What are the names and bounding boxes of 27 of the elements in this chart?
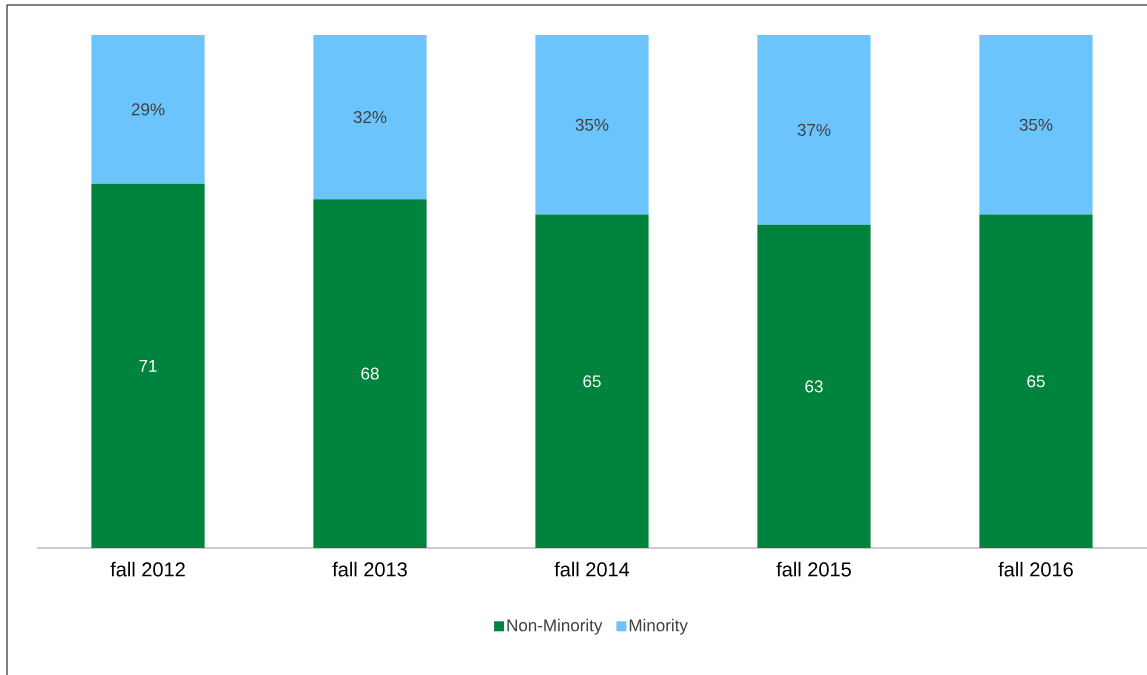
bar — [535, 214, 649, 548]
x-tick-label: fall 2013 — [332, 561, 407, 577]
bar — [313, 199, 427, 548]
x-tick-label: fall 2015 — [776, 561, 851, 577]
data-label: 63 — [805, 380, 823, 393]
bar — [91, 34, 205, 184]
data-label: 68 — [361, 367, 379, 380]
bar — [313, 34, 427, 200]
data-label: 37% — [797, 123, 831, 136]
x-tick-label: fall 2016 — [998, 561, 1073, 577]
data-label: 65 — [583, 375, 601, 388]
legend-label: Non-Minority — [507, 618, 603, 635]
bar — [979, 34, 1093, 215]
x-tick-label: fall 2012 — [110, 561, 185, 577]
bar — [757, 224, 871, 548]
legend-label: Minority — [629, 618, 688, 635]
bar — [535, 34, 649, 215]
data-label: 35% — [575, 118, 609, 131]
data-label: 65 — [1027, 375, 1045, 388]
x-tick-label: fall 2014 — [554, 561, 630, 577]
data-label: 32% — [353, 111, 387, 124]
bar — [979, 214, 1093, 548]
data-label: 71 — [139, 360, 157, 372]
data-label: 35% — [1019, 118, 1053, 131]
bar — [757, 34, 871, 225]
data-label: 29% — [131, 103, 165, 116]
bar — [91, 183, 205, 548]
